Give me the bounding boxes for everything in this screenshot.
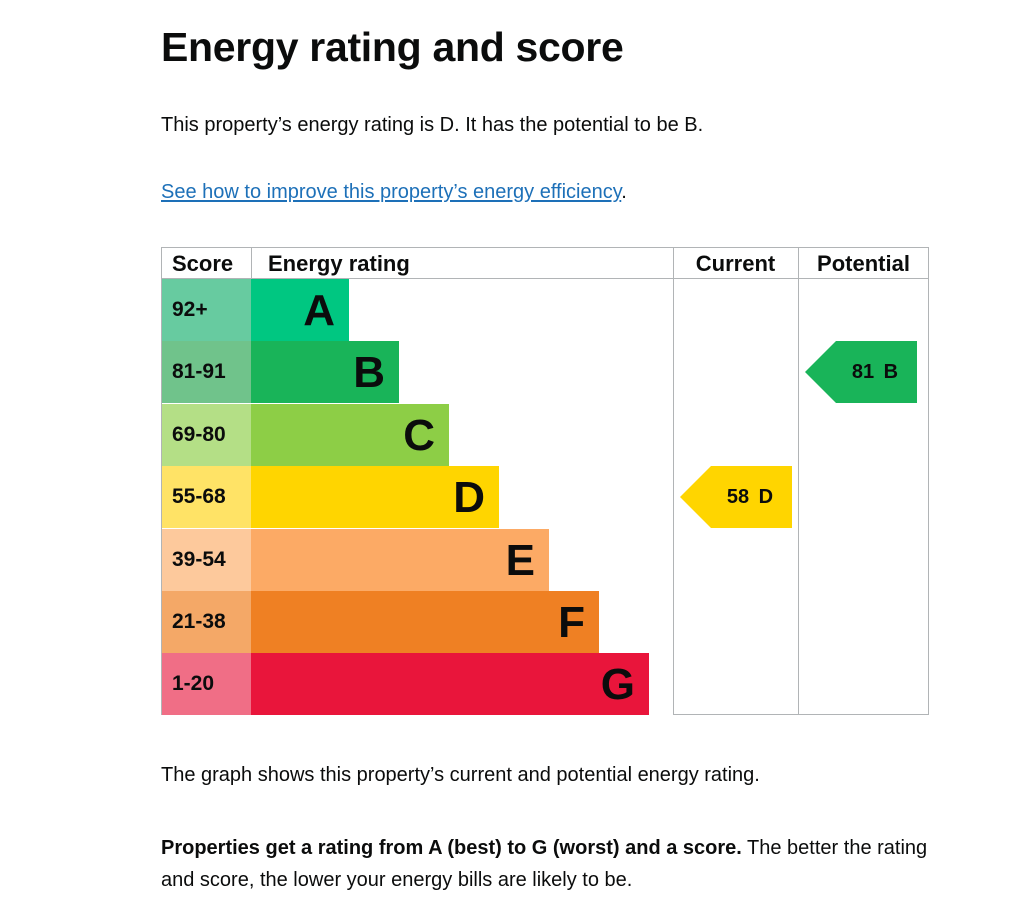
band-bar-c: C xyxy=(251,403,449,466)
band-bar-b: B xyxy=(251,341,399,404)
graph-note: The graph shows this property’s current … xyxy=(161,764,760,786)
potential-column-divider xyxy=(798,248,799,715)
current-arrow-shape xyxy=(680,466,792,529)
improve-efficiency-link[interactable]: See how to improve this property’s energ… xyxy=(161,181,622,203)
current-column-divider xyxy=(673,248,674,715)
band-letter: B xyxy=(353,348,385,398)
score-header: Score xyxy=(172,251,234,276)
current-rating-label: 58 D xyxy=(726,486,774,509)
current-header: Current xyxy=(695,251,776,276)
band-score-range: 69-80 xyxy=(162,403,251,466)
band-letter: F xyxy=(558,598,585,647)
band-bar-d: D xyxy=(251,466,499,529)
rating-summary: This property’s energy rating is D. It h… xyxy=(161,114,704,136)
band-score-range: 55-68 xyxy=(162,466,251,529)
band-score-range: 21-38 xyxy=(162,591,251,653)
rating-explanation: Properties get a rating from A (best) to… xyxy=(161,832,941,896)
rating-explanation-bold: Properties get a rating from A (best) to… xyxy=(161,837,742,859)
current-arrow-fill xyxy=(680,466,792,529)
band-bar-g: G xyxy=(251,653,649,716)
chart-bottom-border xyxy=(673,714,929,715)
band-letter: D xyxy=(453,473,485,523)
potential-header: Potential xyxy=(817,251,910,276)
energy-rating-chart: Score Energy rating Current Potential 92… xyxy=(161,247,929,716)
band-letter: E xyxy=(505,535,535,585)
potential-arrow-fill xyxy=(805,341,917,404)
current-rating-arrow: 58 D xyxy=(680,466,792,529)
band-letter: C xyxy=(403,410,435,460)
potential-rating-arrow: 81 B xyxy=(805,341,917,404)
band-bar-e: E xyxy=(251,528,549,591)
improve-suffix: . xyxy=(621,181,627,203)
page-title: Energy rating and score xyxy=(161,24,624,70)
rating-explanation-text: The better the rating and score, the low… xyxy=(161,837,928,891)
header-divider xyxy=(162,278,928,279)
band-bar-f: F xyxy=(251,591,599,653)
band-score-range: 81-91 xyxy=(162,341,251,404)
band-score-range: 92+ xyxy=(162,279,251,341)
band-score-range: 39-54 xyxy=(162,528,251,591)
potential-arrow-shape xyxy=(805,341,917,404)
energy-rating-header: Energy rating xyxy=(268,251,410,276)
band-letter: A xyxy=(303,286,335,335)
potential-rating-label: 81 B xyxy=(851,361,899,384)
band-letter: G xyxy=(600,660,635,710)
improve-paragraph: See how to improve this property’s energ… xyxy=(161,181,627,204)
score-column-divider xyxy=(251,248,252,278)
band-bar-a: A xyxy=(251,279,349,341)
band-score-range: 1-20 xyxy=(162,653,251,716)
